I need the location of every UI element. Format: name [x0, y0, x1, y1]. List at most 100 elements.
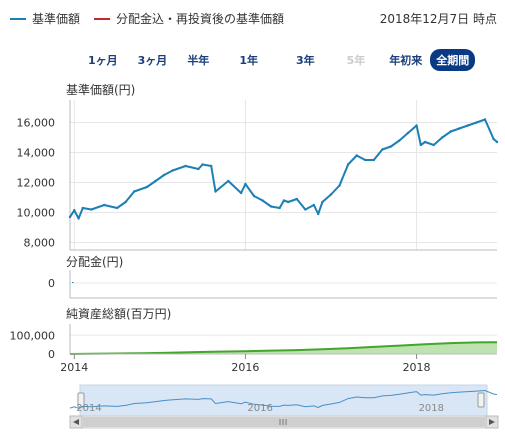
legend-swatch-reinvested: [94, 17, 111, 20]
nav-y-tick-label: 8,000: [24, 237, 56, 250]
arrow-left-icon: [73, 419, 79, 425]
nav-data-point: [432, 143, 435, 147]
assets-panel: 0 100,000: [10, 324, 498, 361]
nav-data-point: [312, 203, 316, 207]
range-navigator[interactable]: 2014 2016 2018: [69, 384, 498, 417]
x-tick-label: 2018: [403, 361, 431, 374]
nav-data-point: [355, 154, 358, 157]
nav-panel-title: 基準価額(円): [66, 82, 135, 97]
nav-data-point: [492, 137, 495, 141]
x-tick-label: 2016: [231, 361, 259, 374]
navigator-tick-label: 2014: [76, 403, 101, 414]
nav-data-point: [372, 158, 375, 162]
nav-data-point: [282, 199, 286, 202]
nav-y-tick-label: 10,000: [17, 207, 56, 220]
assets-panel-title: 純資産総額(百万円): [66, 306, 171, 321]
nav-data-point: [338, 184, 341, 187]
assets-series-line: [69, 341, 498, 355]
nav-data-point: [132, 190, 136, 193]
nav-data-point: [214, 190, 217, 193]
nav-data-point: [162, 173, 166, 177]
nav-data-point: [90, 208, 93, 211]
period-5y-button: 5年: [346, 54, 366, 67]
legend-item-nav[interactable]: 基準価額: [10, 10, 80, 27]
nav-data-point: [389, 145, 393, 148]
x-tick-label: 2014: [60, 361, 88, 374]
nav-data-point: [364, 158, 367, 162]
nav-series-line: [69, 118, 498, 220]
nav-data-point: [304, 208, 307, 211]
navigator-ticks: 2014 2016 2018: [76, 403, 444, 414]
dividend-panel-title: 分配金(円): [66, 254, 123, 269]
period-all-button[interactable]: 全期間: [430, 49, 476, 71]
nav-data-point: [184, 164, 187, 168]
nav-data-point: [252, 194, 256, 198]
legend-label-nav: 基準価額: [32, 12, 81, 26]
nav-y-tick-label: 14,000: [17, 147, 56, 160]
navigator-tick-label: 2018: [419, 403, 444, 414]
nav-data-point: [287, 200, 290, 204]
scrollbar-thumb[interactable]: [83, 417, 485, 427]
nav-data-point: [483, 118, 487, 121]
dividend-bar: [72, 282, 74, 283]
scrollbar[interactable]: [69, 415, 499, 429]
nav-panel: 8,000 10,000 12,000 14,000 16,000: [17, 100, 499, 251]
nav-data-point: [261, 199, 264, 202]
navigator-series-line: [69, 389, 498, 409]
nav-data-point: [278, 206, 281, 210]
nav-data-point: [201, 163, 204, 166]
legend-label-reinvested: 分配金込・再投資後の基準価額: [116, 12, 285, 26]
period-6m-button[interactable]: 半年: [187, 54, 210, 67]
assets-y-tick-label: 0: [48, 348, 55, 361]
nav-data-point: [73, 209, 76, 212]
navigator-tick-label: 2016: [247, 403, 272, 414]
scrollbar-grip-icon: [279, 419, 287, 425]
nav-data-point: [458, 127, 461, 130]
x-axis: 2014 2016 2018: [60, 354, 431, 374]
nav-data-point: [495, 140, 499, 144]
nav-data-point: [316, 212, 320, 216]
navigator-right-handle[interactable]: [477, 392, 485, 408]
nav-data-point: [419, 143, 423, 147]
dividend-y-tick-label: 0: [48, 277, 55, 290]
assets-y-tick-label: 100,000: [10, 329, 56, 342]
nav-data-point: [197, 167, 200, 171]
nav-data-point: [423, 140, 427, 144]
nav-data-point: [321, 200, 324, 204]
nav-data-point: [171, 169, 174, 172]
nav-data-point: [68, 215, 72, 219]
nav-data-point: [398, 139, 401, 142]
legend-swatch-nav: [10, 17, 26, 20]
nav-data-point: [239, 191, 243, 195]
period-1m-button[interactable]: 1ヶ月: [88, 54, 118, 67]
nav-data-point: [346, 163, 350, 166]
as-of-date: 2018年12月7日 時点: [379, 12, 497, 26]
nav-data-point: [227, 179, 230, 183]
nav-data-point: [381, 148, 384, 151]
nav-data-point: [475, 121, 478, 124]
nav-data-point: [466, 124, 470, 127]
nav-data-point: [145, 185, 149, 189]
nav-data-point: [124, 200, 127, 204]
period-selector: 1ヶ月 3ヶ月 半年 1年 3年 5年 年初来 全期間: [82, 49, 476, 71]
nav-data-point: [77, 217, 80, 220]
legend: 基準価額 分配金込・再投資後の基準価額: [10, 10, 298, 27]
period-ytd-button[interactable]: 年初来: [389, 54, 423, 67]
nav-data-point: [269, 205, 273, 208]
nav-data-point: [154, 179, 157, 183]
nav-data-point: [329, 193, 333, 196]
arrow-right-icon: [489, 419, 495, 425]
nav-data-point: [115, 206, 119, 210]
period-1y-button[interactable]: 1年: [239, 54, 258, 67]
nav-y-tick-label: 12,000: [17, 177, 56, 190]
nav-data-point: [103, 203, 106, 207]
navigator-mini-series: [69, 389, 498, 409]
legend-item-reinvested[interactable]: 分配金込・再投資後の基準価額: [94, 10, 284, 27]
nav-data-point: [441, 136, 444, 139]
period-3m-button[interactable]: 3ヶ月: [137, 54, 168, 67]
period-3y-button[interactable]: 3年: [295, 54, 315, 67]
assets-area-fill: [70, 342, 497, 354]
nav-data-point: [244, 182, 247, 186]
nav-data-point: [415, 124, 418, 127]
